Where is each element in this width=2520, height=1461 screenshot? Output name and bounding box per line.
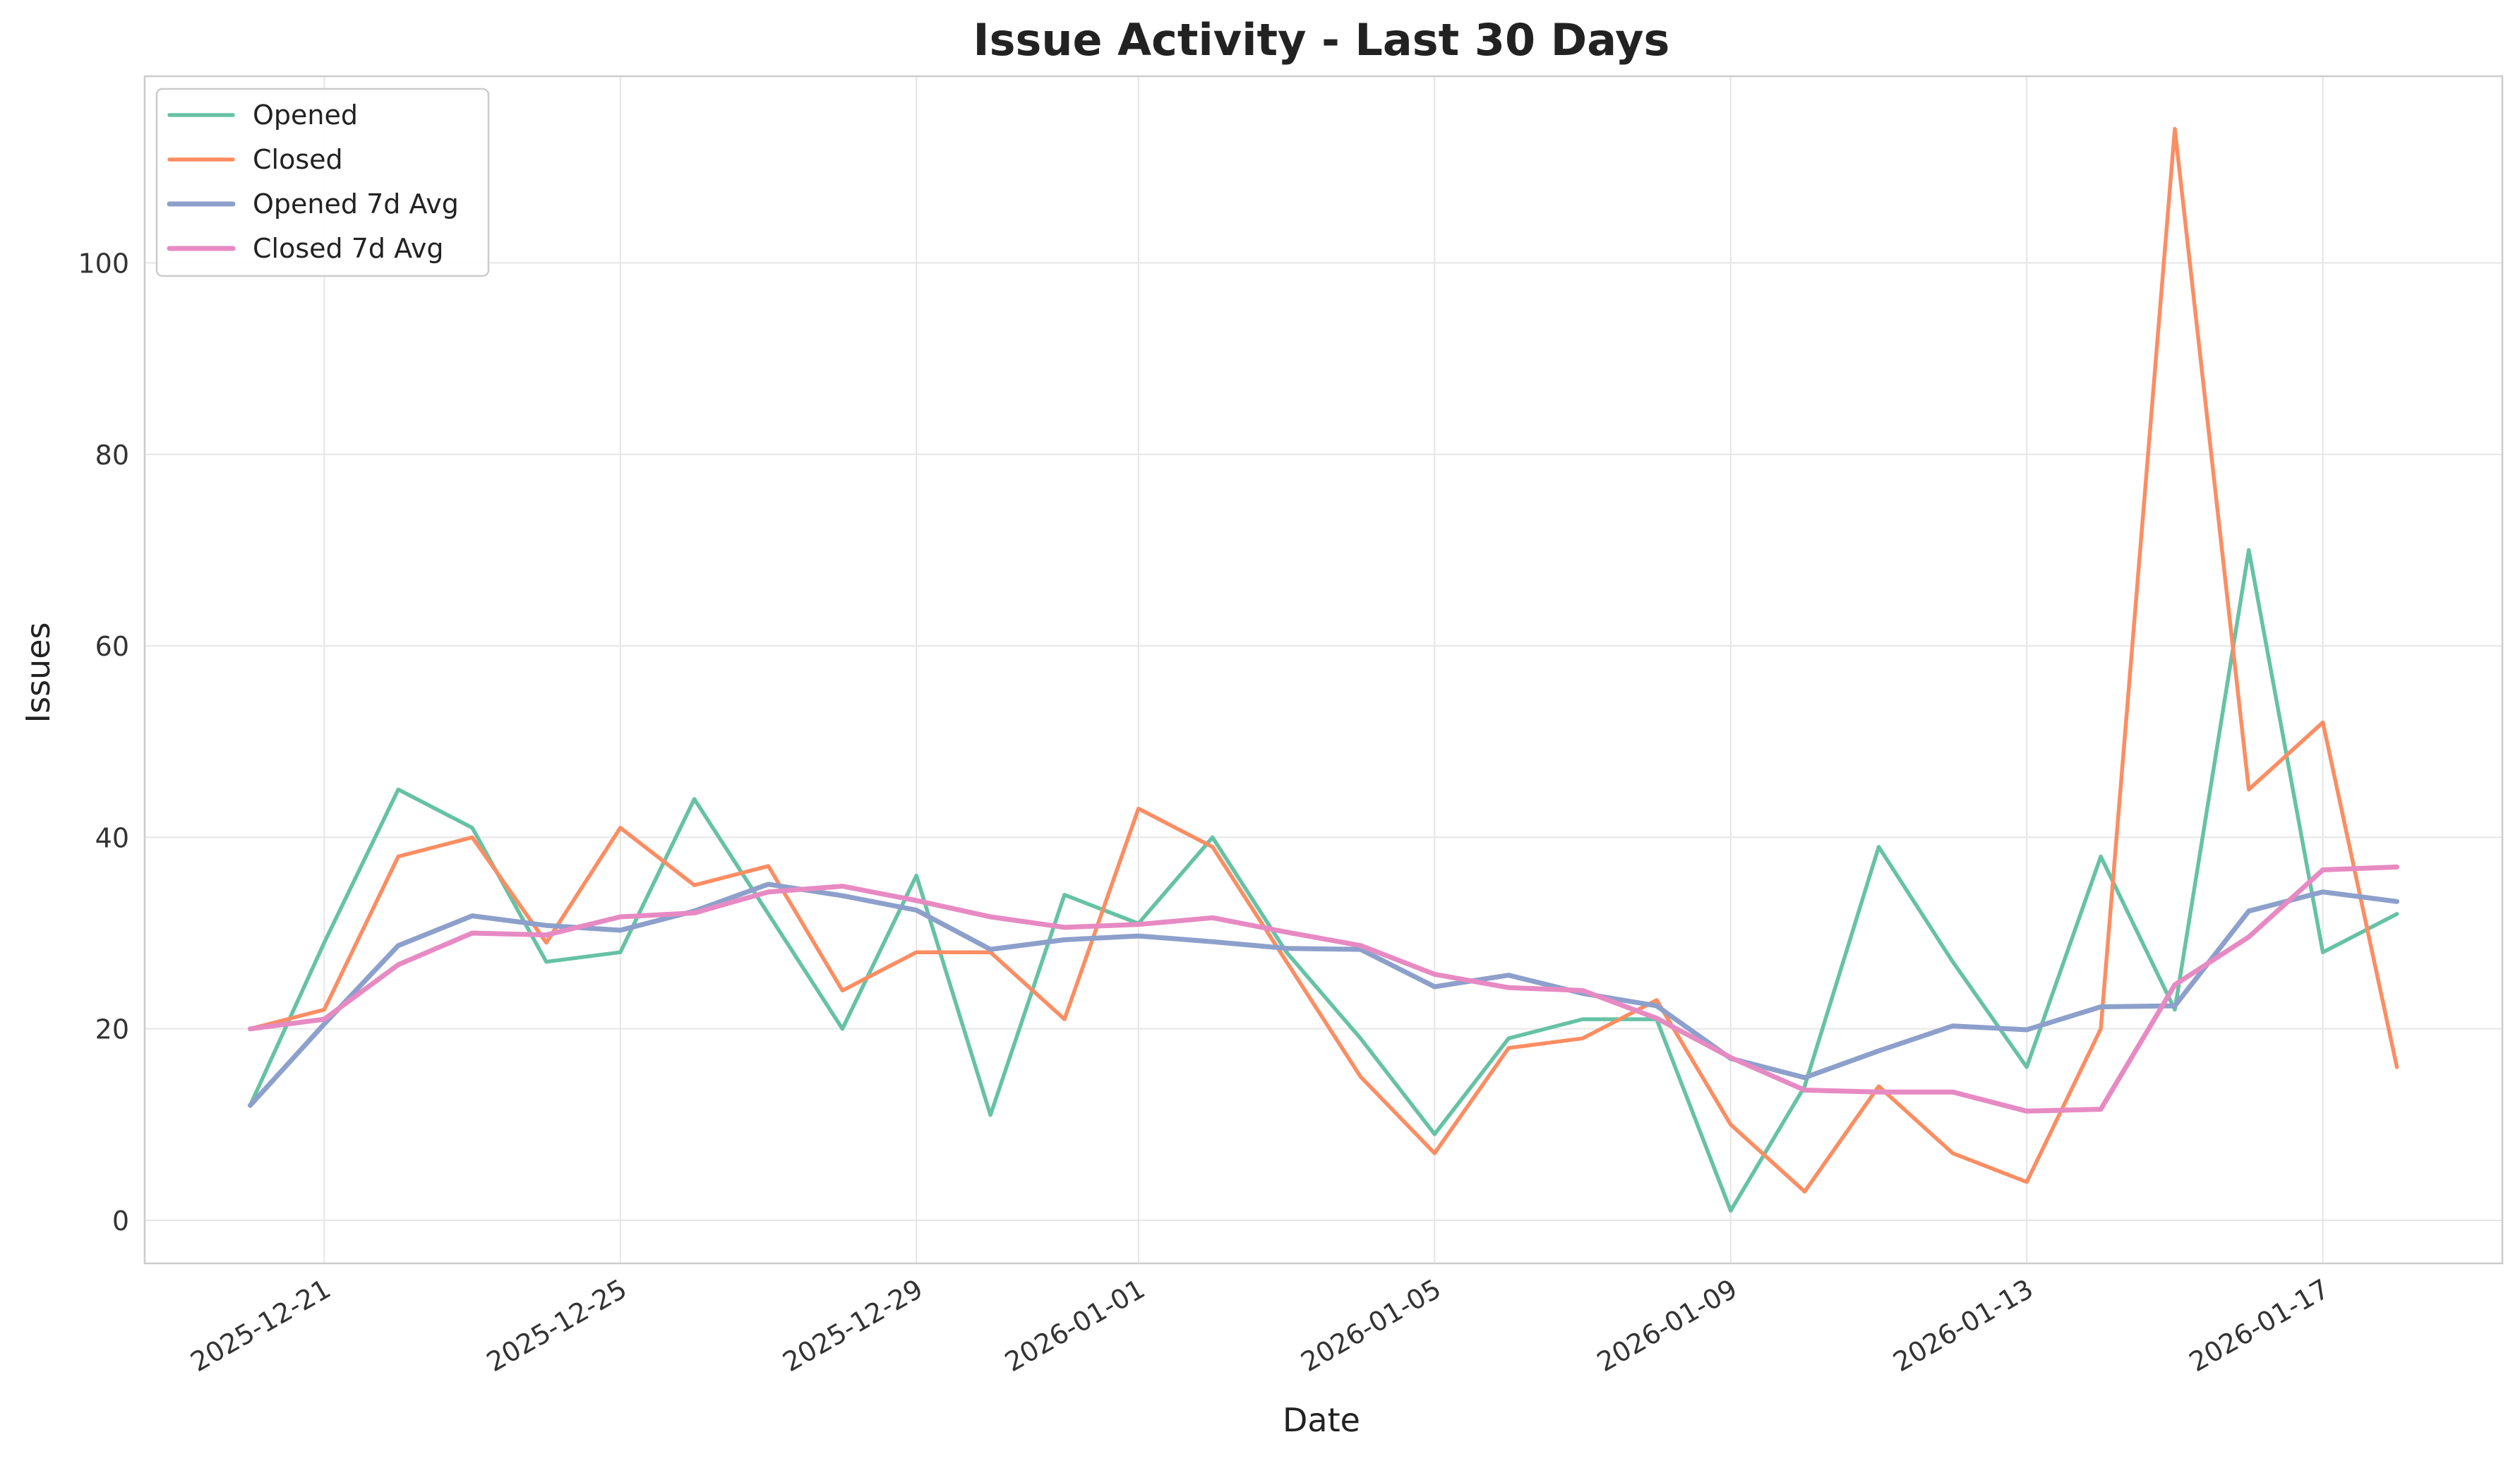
legend-label-closed-7d-avg: Closed 7d Avg [253,233,443,264]
legend-box [155,88,490,277]
opened-7d-avg-line [247,882,2400,1108]
y-tick-label: 80 [95,440,129,471]
y-tick-label: 0 [112,1206,129,1237]
series [247,126,2400,1213]
y-tick-label: 60 [95,631,129,662]
legend-label-closed: Closed [253,144,343,175]
closed-line [248,126,2399,1194]
legend-label-opened: Opened [253,100,358,131]
chart-title: Issue Activity - Last 30 Days [973,14,1670,66]
y-tick-label: 100 [78,248,129,279]
y-tick-label: 40 [95,822,129,853]
grid [145,76,2502,1263]
plot-frame [143,75,2504,1265]
x-axis-label: Date [1283,1401,1360,1439]
legend-label-opened-7d-avg: Opened 7d Avg [253,188,459,220]
y-axis-label: Issues [19,623,57,723]
opened-line [248,548,2399,1213]
legend: Opened Closed Opened 7d Avg Closed 7d Avg [155,88,490,277]
y-tick-label: 20 [95,1014,129,1045]
closed-7d-avg-line [247,864,2400,1114]
